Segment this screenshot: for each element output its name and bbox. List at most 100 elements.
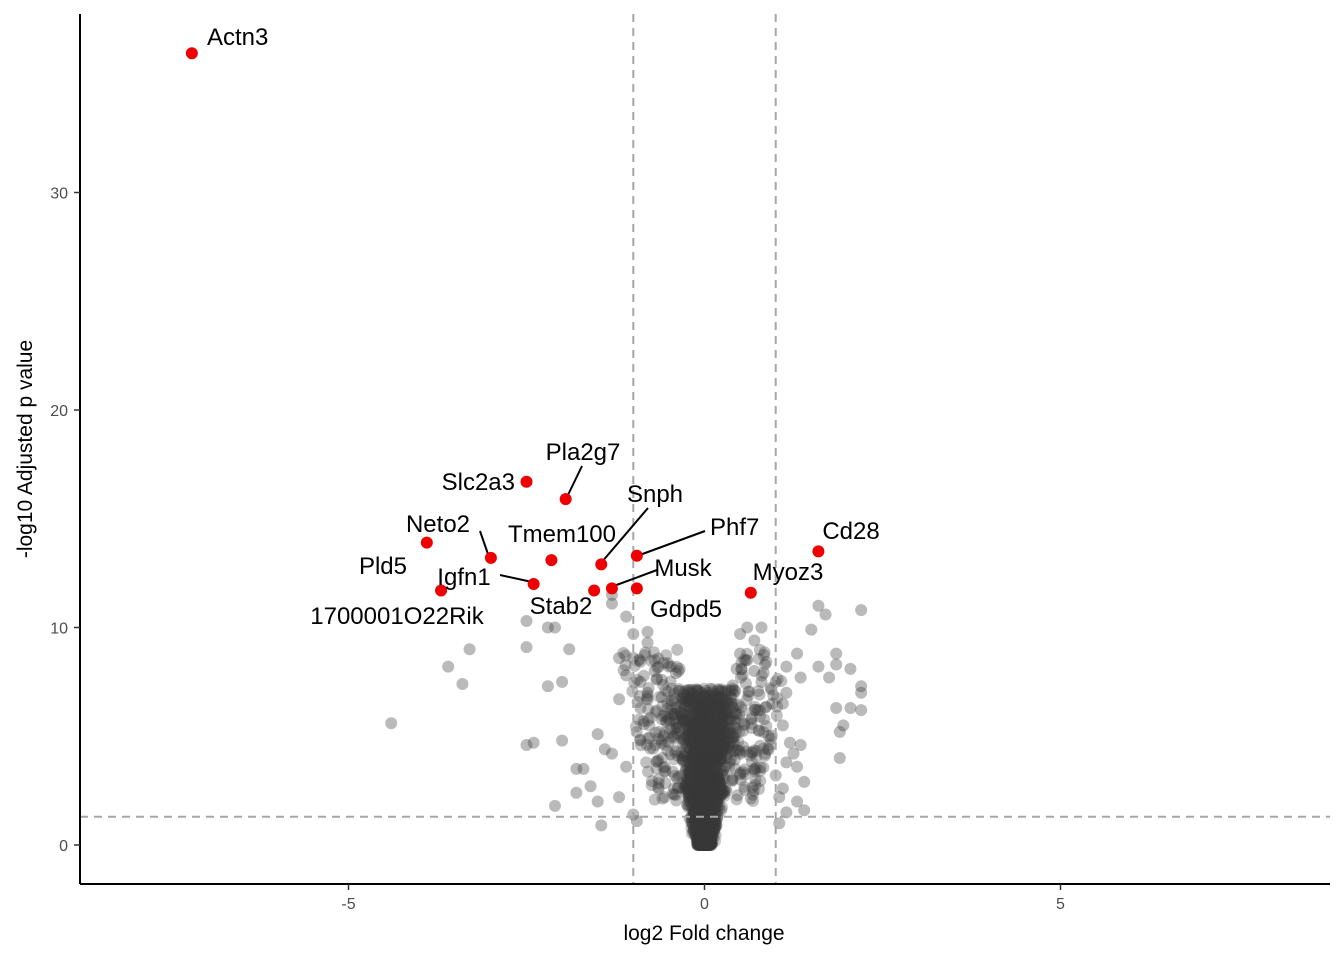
gene-point (702, 835, 715, 848)
gene-point (699, 824, 712, 837)
gene-point (702, 763, 715, 776)
gene-point (682, 717, 695, 730)
gene-point (715, 784, 728, 797)
gene-point (687, 722, 700, 735)
gene-point (698, 820, 711, 833)
gene-point (706, 730, 719, 743)
gene-point (701, 820, 714, 833)
gene-point (698, 733, 711, 746)
gene-point (686, 812, 699, 825)
gene-point (695, 796, 708, 809)
gene-point (709, 721, 722, 734)
gene-point (704, 828, 717, 841)
gene-point (698, 830, 711, 843)
gene-point (699, 835, 712, 848)
gene-point (703, 826, 716, 839)
gene-point (693, 824, 706, 837)
gene-point (705, 779, 718, 792)
gene-point (697, 833, 710, 846)
gene-point (702, 781, 715, 794)
gene-point (690, 713, 703, 726)
gene-point (699, 738, 712, 751)
gene-point (693, 750, 706, 763)
gene-point (700, 837, 713, 850)
gene-point (699, 834, 712, 847)
gene-point (703, 804, 716, 817)
gene-point (691, 805, 704, 818)
gene-point (699, 838, 712, 851)
gene-point (685, 795, 698, 808)
gene-point (702, 838, 715, 851)
gene-point (703, 831, 716, 844)
gene-point (698, 837, 711, 850)
gene-point (703, 820, 716, 833)
gene-point (830, 701, 843, 714)
gene-point (696, 838, 709, 851)
gene-point (700, 836, 713, 849)
gene-point (697, 797, 710, 810)
gene-point (701, 838, 714, 851)
gene-point (699, 832, 712, 845)
gene-point (699, 835, 712, 848)
gene-point (690, 732, 703, 745)
gene-point (697, 822, 710, 835)
gene-point (702, 831, 715, 844)
gene-point (710, 797, 723, 810)
gene-point (713, 704, 726, 717)
gene-point (688, 802, 701, 815)
gene-point (689, 820, 702, 833)
gene-point (693, 834, 706, 847)
gene-point (718, 789, 731, 802)
gene-point (701, 823, 714, 836)
gene-point (698, 838, 711, 851)
gene-point (690, 829, 703, 842)
gene-point (695, 837, 708, 850)
gene-point (709, 816, 722, 829)
gene-point (693, 800, 706, 813)
gene-point (699, 803, 712, 816)
gene-point (694, 824, 707, 837)
gene-point (691, 836, 704, 849)
gene-point (694, 789, 707, 802)
gene-point (687, 794, 700, 807)
gene-point (705, 717, 718, 730)
gene-point (705, 769, 718, 782)
gene-point (702, 776, 715, 789)
gene-point (687, 822, 700, 835)
gene-point (698, 838, 711, 851)
gene-point (691, 831, 704, 844)
gene-point (702, 753, 715, 766)
gene-point (713, 792, 726, 805)
gene-point (700, 838, 713, 851)
gene-point (695, 830, 708, 843)
gene-point (693, 831, 706, 844)
gene-point (713, 773, 726, 786)
gene-point (694, 782, 707, 795)
gene-point (695, 825, 708, 838)
gene-point (697, 835, 710, 848)
gene-point (683, 686, 696, 699)
gene-point (709, 829, 722, 842)
gene-point (702, 732, 715, 745)
gene-point (702, 736, 715, 749)
gene-point (700, 832, 713, 845)
gene-point (702, 836, 715, 849)
gene-point (691, 802, 704, 815)
gene-point (695, 828, 708, 841)
gene-point (699, 827, 712, 840)
gene-point (696, 816, 709, 829)
gene-point (703, 835, 716, 848)
gene-point (696, 773, 709, 786)
gene-point (681, 798, 694, 811)
gene-point (700, 790, 713, 803)
gene-point (699, 836, 712, 849)
gene-point (691, 812, 704, 825)
gene-point (694, 749, 707, 762)
gene-point (701, 838, 714, 851)
gene-point (700, 826, 713, 839)
gene-point (702, 836, 715, 849)
gene-point (694, 832, 707, 845)
gene-point (696, 828, 709, 841)
gene-point (695, 838, 708, 851)
gene-point (701, 836, 714, 849)
